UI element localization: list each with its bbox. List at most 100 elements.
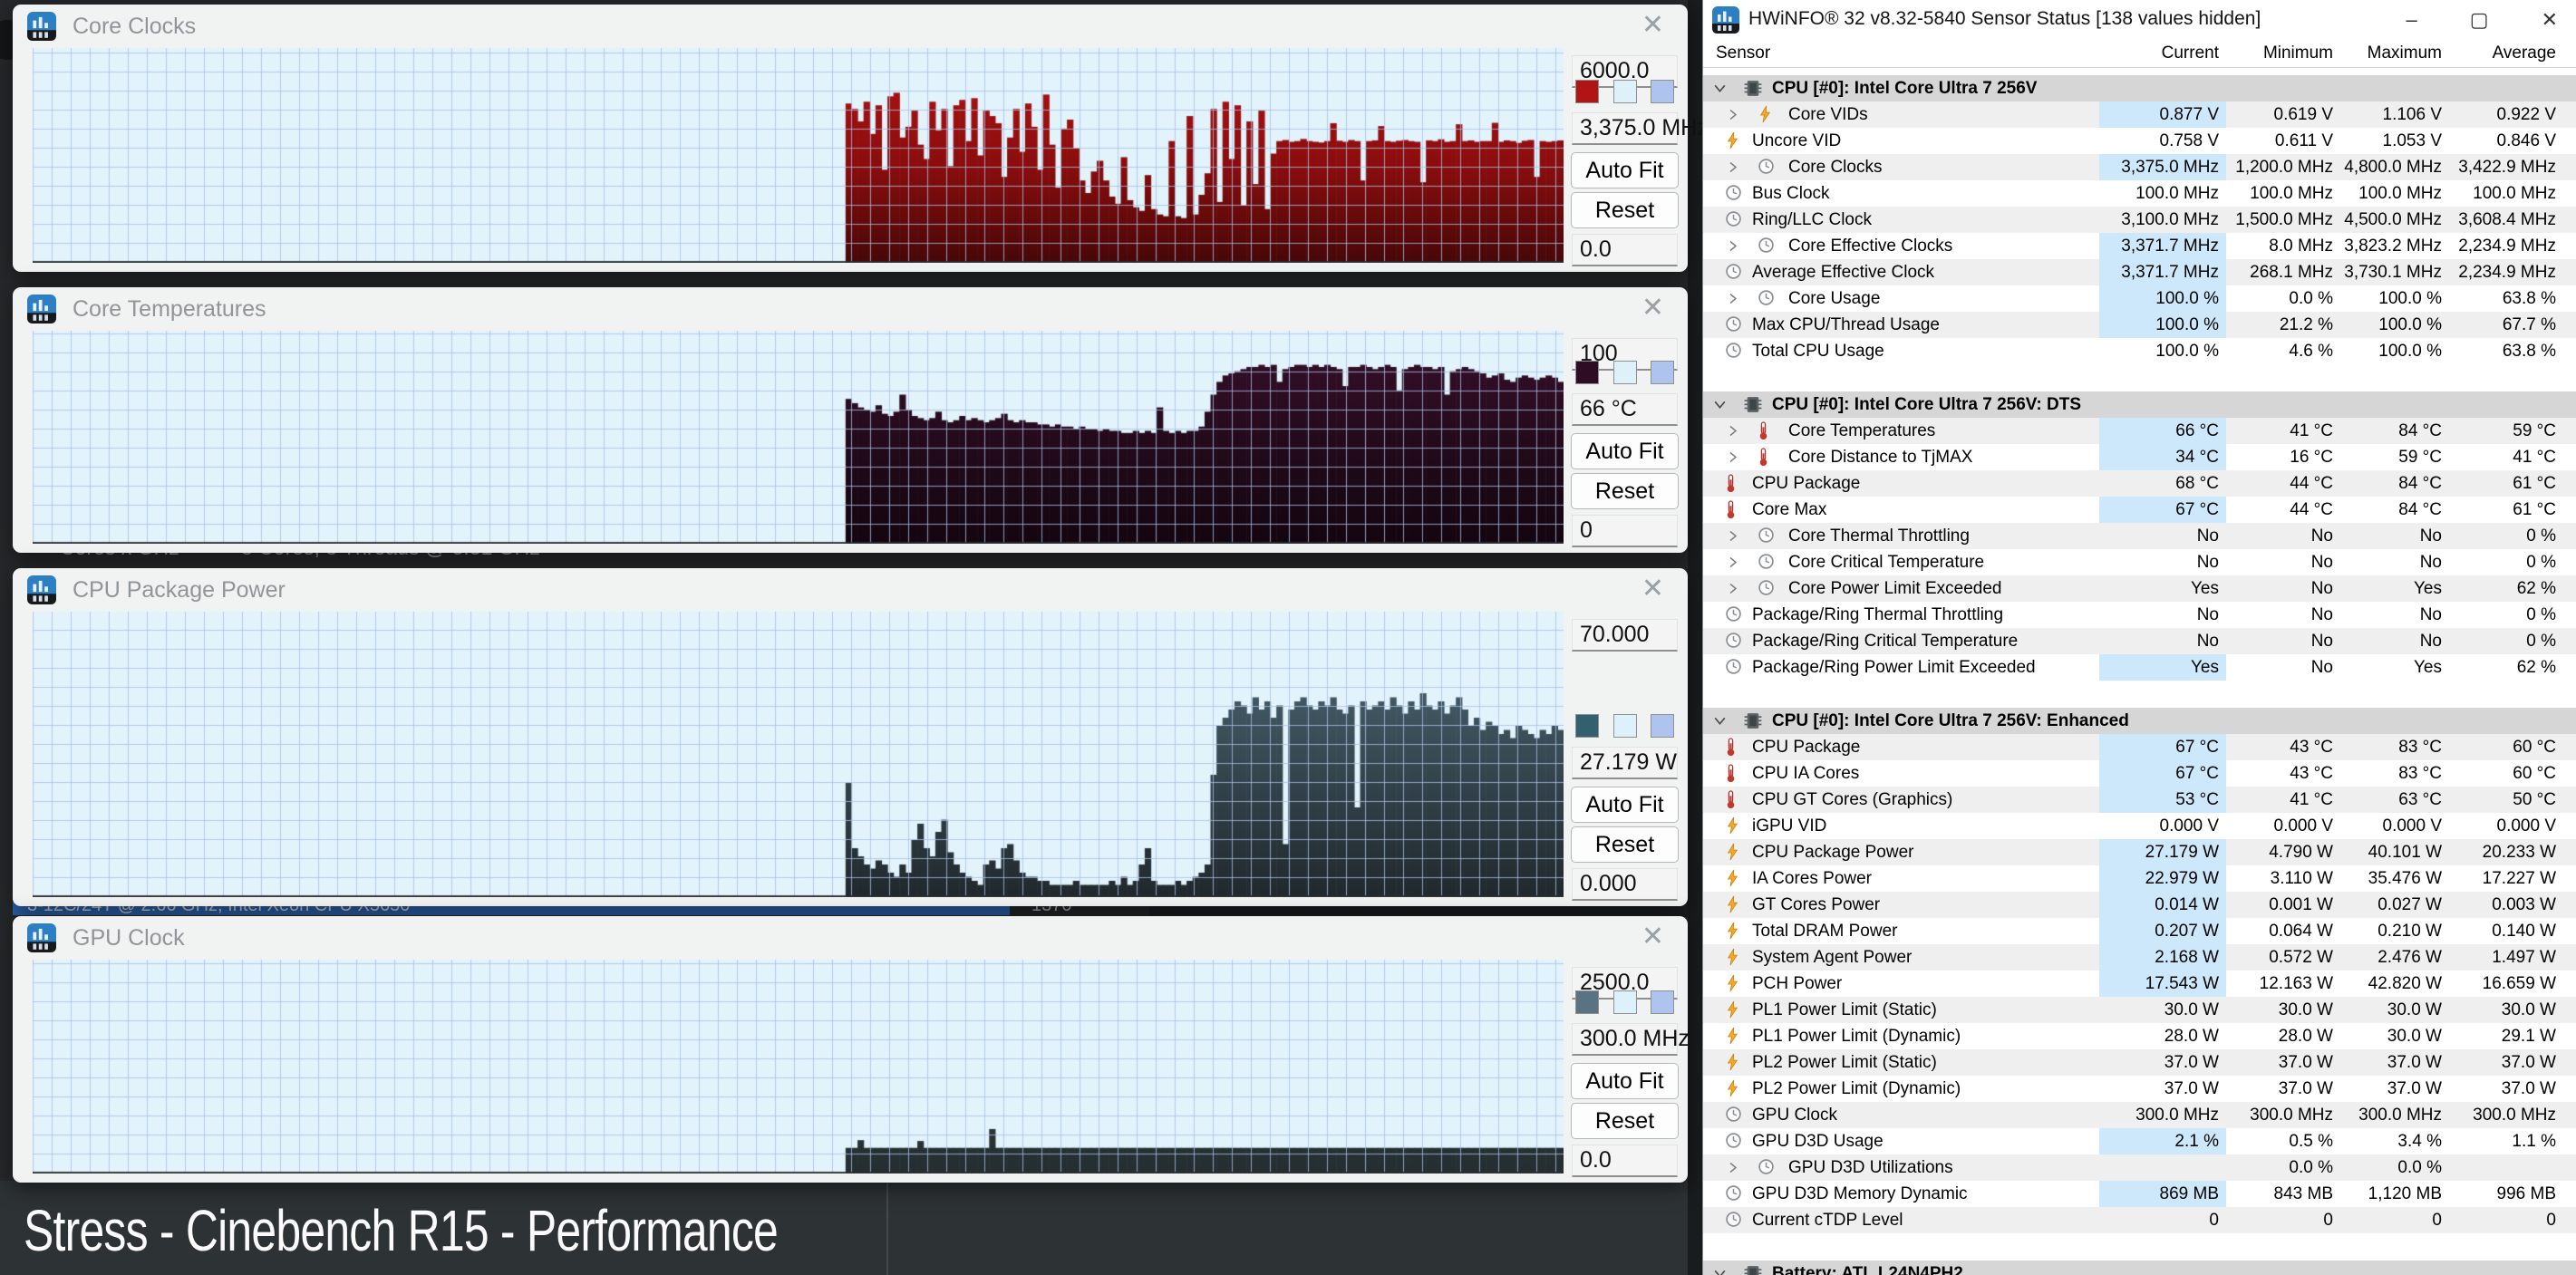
- chevron-right-icon[interactable]: [1727, 107, 1739, 128]
- background-color-swatch[interactable]: [1612, 714, 1637, 738]
- auto-fit-button[interactable]: Auto Fit: [1571, 787, 1679, 823]
- sensor-row-cpu-package-power[interactable]: CPU Package Power 27.179 W 4.790 W 40.101 W…: [1703, 839, 2576, 865]
- auto-fit-button[interactable]: Auto Fit: [1571, 152, 1679, 188]
- graph-titlebar-core-clocks[interactable]: Core Clocks ✕: [13, 5, 1688, 48]
- close-icon[interactable]: ✕: [1641, 293, 1664, 323]
- chevron-down-icon[interactable]: [1712, 81, 1728, 101]
- background-color-swatch[interactable]: [1612, 990, 1637, 1014]
- chevron-right-icon[interactable]: [1727, 1160, 1739, 1181]
- sensor-row-cpu-package[interactable]: CPU Package 67 °C 43 °C 83 °C 60 °C: [1703, 734, 2576, 760]
- sensor-row-bus-clock[interactable]: Bus Clock 100.0 MHz 100.0 MHz 100.0 MHz 100.…: [1703, 180, 2576, 207]
- reset-button[interactable]: Reset: [1571, 826, 1679, 863]
- chevron-right-icon[interactable]: [1727, 238, 1739, 259]
- minimize-button[interactable]: –: [2406, 8, 2417, 31]
- chevron-right-icon[interactable]: [1727, 528, 1739, 549]
- close-icon[interactable]: ✕: [1641, 574, 1664, 604]
- sensor-row-core-temperatures[interactable]: Core Temperatures 66 °C 41 °C 84 °C 59 °C: [1703, 418, 2576, 444]
- sensor-row-cpu-ia-cores[interactable]: CPU IA Cores 67 °C 43 °C 83 °C 60 °C: [1703, 760, 2576, 787]
- sensor-section-header-cpu-0-intel-core-ultra-7-256v-enhanced[interactable]: CPU [#0]: Intel Core Ultra 7 256V: Enhan…: [1703, 708, 2576, 734]
- chevron-down-icon[interactable]: [1712, 1266, 1728, 1275]
- chevron-right-icon[interactable]: [1727, 291, 1739, 312]
- sensor-row-igpu-vid[interactable]: iGPU VID 0.000 V 0.000 V 0.000 V 0.000 V: [1703, 813, 2576, 839]
- sensor-row-core-max[interactable]: Core Max 67 °C 44 °C 84 °C 61 °C: [1703, 497, 2576, 523]
- sensor-row-gpu-d3d-usage[interactable]: GPU D3D Usage 2.1 % 0.5 % 3.4 % 1.1 %: [1703, 1128, 2576, 1154]
- grid-color-swatch[interactable]: [1651, 80, 1674, 103]
- auto-fit-button[interactable]: Auto Fit: [1571, 433, 1679, 469]
- chevron-down-icon[interactable]: [1712, 397, 1728, 418]
- series-color-swatch[interactable]: [1575, 80, 1599, 103]
- chevron-right-icon[interactable]: [1727, 449, 1739, 470]
- maximize-button[interactable]: ▢: [2469, 8, 2489, 31]
- sensor-row-pl2-power-limit-dynamic[interactable]: PL2 Power Limit (Dynamic) 37.0 W 37.0 W 37.…: [1703, 1076, 2576, 1102]
- ymin-field[interactable]: 0.0: [1572, 234, 1678, 266]
- column-header-average[interactable]: Average: [2492, 43, 2556, 63]
- sensor-row-max-cpu-thread-usage[interactable]: Max CPU/Thread Usage 100.0 % 21.2 % 100.0 %…: [1703, 312, 2576, 338]
- sensor-row-cpu-gt-cores-graphics[interactable]: CPU GT Cores (Graphics) 53 °C 41 °C 63 °C 50…: [1703, 787, 2576, 813]
- close-button[interactable]: ✕: [2541, 8, 2558, 31]
- current-value-field[interactable]: 300.0 MHz: [1572, 1023, 1690, 1056]
- sensor-section-header-cpu-0-intel-core-ultra-7-256v-dts[interactable]: CPU [#0]: Intel Core Ultra 7 256V: DTS: [1703, 391, 2576, 418]
- sensor-row-total-cpu-usage[interactable]: Total CPU Usage 100.0 % 4.6 % 100.0 % 63.8 %: [1703, 338, 2576, 364]
- ymin-field[interactable]: 0.000: [1572, 868, 1678, 901]
- sensor-row-core-usage[interactable]: Core Usage 100.0 % 0.0 % 100.0 % 63.8 %: [1703, 285, 2576, 312]
- series-color-swatch[interactable]: [1575, 361, 1599, 384]
- sensor-row-gpu-clock[interactable]: GPU Clock 300.0 MHz 300.0 MHz 300.0 MHz 300.…: [1703, 1102, 2576, 1128]
- sensor-row-gpu-d3d-memory-dynamic[interactable]: GPU D3D Memory Dynamic 869 MB 843 MB 1,120 …: [1703, 1181, 2576, 1207]
- sensor-row-uncore-vid[interactable]: Uncore VID 0.758 V 0.611 V 1.053 V 0.846 V: [1703, 128, 2576, 154]
- column-header-sensor[interactable]: Sensor: [1716, 43, 1771, 63]
- reset-button[interactable]: Reset: [1571, 1103, 1679, 1139]
- grid-color-swatch[interactable]: [1651, 714, 1674, 738]
- chevron-right-icon[interactable]: [1727, 159, 1739, 180]
- sensor-row-total-dram-power[interactable]: Total DRAM Power 0.207 W 0.064 W 0.210 W 0.1…: [1703, 918, 2576, 944]
- sensor-row-average-effective-clock[interactable]: Average Effective Clock 3,371.7 MHz 268.1 …: [1703, 259, 2576, 285]
- sensor-row-ring-llc-clock[interactable]: Ring/LLC Clock 3,100.0 MHz 1,500.0 MHz 4,50…: [1703, 207, 2576, 233]
- column-header-minimum[interactable]: Minimum: [2262, 43, 2333, 63]
- auto-fit-button[interactable]: Auto Fit: [1571, 1063, 1679, 1099]
- reset-button[interactable]: Reset: [1571, 473, 1679, 509]
- background-color-swatch[interactable]: [1612, 80, 1637, 103]
- sensor-row-cpu-package[interactable]: CPU Package 68 °C 44 °C 84 °C 61 °C: [1703, 470, 2576, 497]
- column-header-maximum[interactable]: Maximum: [2367, 43, 2442, 63]
- sensor-row-gt-cores-power[interactable]: GT Cores Power 0.014 W 0.001 W 0.027 W 0.003…: [1703, 892, 2576, 918]
- sensor-row-core-effective-clocks[interactable]: Core Effective Clocks 3,371.7 MHz 8.0 MHz 3…: [1703, 233, 2576, 259]
- sensor-row-current-ctdp-level[interactable]: Current cTDP Level 0 0 0 0: [1703, 1207, 2576, 1233]
- graph-titlebar-gpu-clock[interactable]: GPU Clock ✕: [13, 916, 1688, 960]
- sensor-row-package-ring-power-limit-exceeded[interactable]: Package/Ring Power Limit Exceeded Yes No Ye…: [1703, 654, 2576, 681]
- close-icon[interactable]: ✕: [1641, 922, 1664, 951]
- sensor-row-pl2-power-limit-static[interactable]: PL2 Power Limit (Static) 37.0 W 37.0 W 37.0…: [1703, 1049, 2576, 1076]
- reset-button[interactable]: Reset: [1571, 192, 1679, 228]
- sensor-row-package-ring-thermal-throttling[interactable]: Package/Ring Thermal Throttling No No No 0 %: [1703, 602, 2576, 628]
- column-header-current[interactable]: Current: [2161, 43, 2219, 63]
- graph-titlebar-cpu-package-power[interactable]: CPU Package Power ✕: [13, 568, 1688, 612]
- sensor-row-core-vids[interactable]: Core VIDs 0.877 V 0.619 V 1.106 V 0.922 V: [1703, 101, 2576, 128]
- close-icon[interactable]: ✕: [1641, 10, 1664, 40]
- ymin-field[interactable]: 0.0: [1572, 1145, 1678, 1177]
- sensor-row-core-thermal-throttling[interactable]: Core Thermal Throttling No No No 0 %: [1703, 523, 2576, 549]
- sensor-row-ia-cores-power[interactable]: IA Cores Power 22.979 W 3.110 W 35.476 W 17.…: [1703, 865, 2576, 892]
- sensor-row-gpu-d3d-utilizations[interactable]: GPU D3D Utilizations 0.0 % 0.0 %: [1703, 1154, 2576, 1181]
- chevron-right-icon[interactable]: [1727, 555, 1739, 575]
- grid-color-swatch[interactable]: [1651, 361, 1674, 384]
- sensor-row-core-clocks[interactable]: Core Clocks 3,375.0 MHz 1,200.0 MHz 4,800.0…: [1703, 154, 2576, 180]
- sensor-section-header-cpu-0-intel-core-ultra-7-256v[interactable]: CPU [#0]: Intel Core Ultra 7 256V: [1703, 75, 2576, 101]
- chevron-down-icon[interactable]: [1712, 713, 1728, 734]
- ymin-field[interactable]: 0: [1572, 515, 1678, 547]
- sensor-row-system-agent-power[interactable]: System Agent Power 2.168 W 0.572 W 2.476 W 1…: [1703, 944, 2576, 971]
- current-value-field[interactable]: 3,375.0 MHz: [1572, 112, 1709, 145]
- sensor-row-package-ring-critical-temperature[interactable]: Package/Ring Critical Temperature No No No 0…: [1703, 628, 2576, 654]
- sensor-row-core-distance-to-tjmax[interactable]: Core Distance to TjMAX 34 °C 16 °C 59 °C 41 …: [1703, 444, 2576, 470]
- sensor-row-pl1-power-limit-static[interactable]: PL1 Power Limit (Static) 30.0 W 30.0 W 30.0…: [1703, 997, 2576, 1023]
- background-color-swatch[interactable]: [1612, 361, 1637, 384]
- sensor-row-pl1-power-limit-dynamic[interactable]: PL1 Power Limit (Dynamic) 28.0 W 28.0 W 30.…: [1703, 1023, 2576, 1049]
- chevron-right-icon[interactable]: [1727, 423, 1739, 444]
- graph-titlebar-core-temperatures[interactable]: Core Temperatures ✕: [13, 287, 1688, 331]
- ymax-field[interactable]: 70.000: [1572, 619, 1678, 652]
- series-color-swatch[interactable]: [1575, 714, 1599, 738]
- chevron-right-icon[interactable]: [1727, 581, 1739, 602]
- current-value-field[interactable]: 27.179 W: [1572, 747, 1678, 779]
- current-value-field[interactable]: 66 °C: [1572, 393, 1678, 426]
- sensor-row-core-power-limit-exceeded[interactable]: Core Power Limit Exceeded Yes No Yes 62 %: [1703, 575, 2576, 602]
- sensor-row-pch-power[interactable]: PCH Power 17.543 W 12.163 W 42.820 W 16.659 …: [1703, 971, 2576, 997]
- sensor-row-core-critical-temperature[interactable]: Core Critical Temperature No No No 0 %: [1703, 549, 2576, 575]
- series-color-swatch[interactable]: [1575, 990, 1599, 1014]
